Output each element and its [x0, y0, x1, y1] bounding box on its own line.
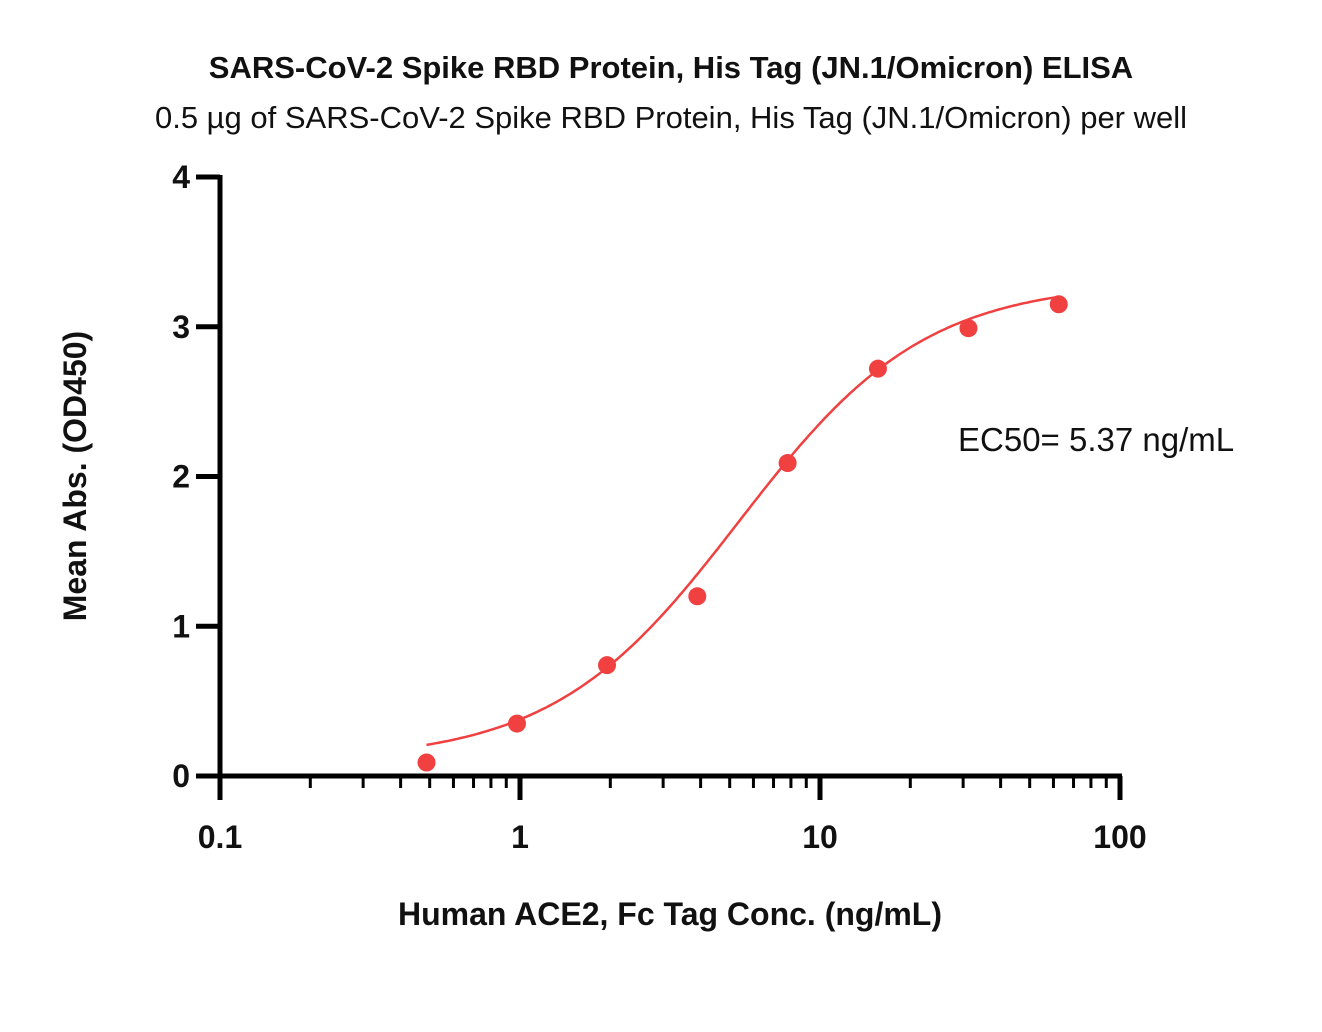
data-point — [1049, 295, 1068, 314]
y-tick-label: 4 — [172, 159, 190, 195]
y-tick-label: 2 — [172, 459, 190, 495]
data-point — [959, 319, 978, 338]
y-tick-label: 0 — [172, 758, 190, 794]
data-point — [598, 656, 617, 675]
chart-title: SARS-CoV-2 Spike RBD Protein, His Tag (J… — [208, 50, 1134, 85]
data-point — [868, 359, 887, 378]
fit-curve — [426, 295, 1059, 747]
y-tick-label: 3 — [172, 309, 190, 345]
x-tick-label: 10 — [802, 819, 838, 855]
x-axis-label: Human ACE2, Fc Tag Conc. (ng/mL) — [398, 896, 942, 932]
y-axis-label: Mean Abs. (OD450) — [57, 331, 93, 621]
x-tick-label: 1 — [511, 819, 529, 855]
chart-subtitle: 0.5 µg of SARS-CoV-2 Spike RBD Protein, … — [154, 100, 1188, 135]
x-tick-label: 0.1 — [198, 819, 242, 855]
data-point — [778, 454, 797, 473]
ec50-annotation: EC50= 5.37 ng/mL — [958, 421, 1234, 458]
data-point — [417, 753, 436, 772]
data-point — [507, 714, 526, 733]
y-tick-label: 1 — [172, 608, 190, 644]
x-tick-label: 100 — [1093, 819, 1146, 855]
data-point — [688, 587, 707, 606]
